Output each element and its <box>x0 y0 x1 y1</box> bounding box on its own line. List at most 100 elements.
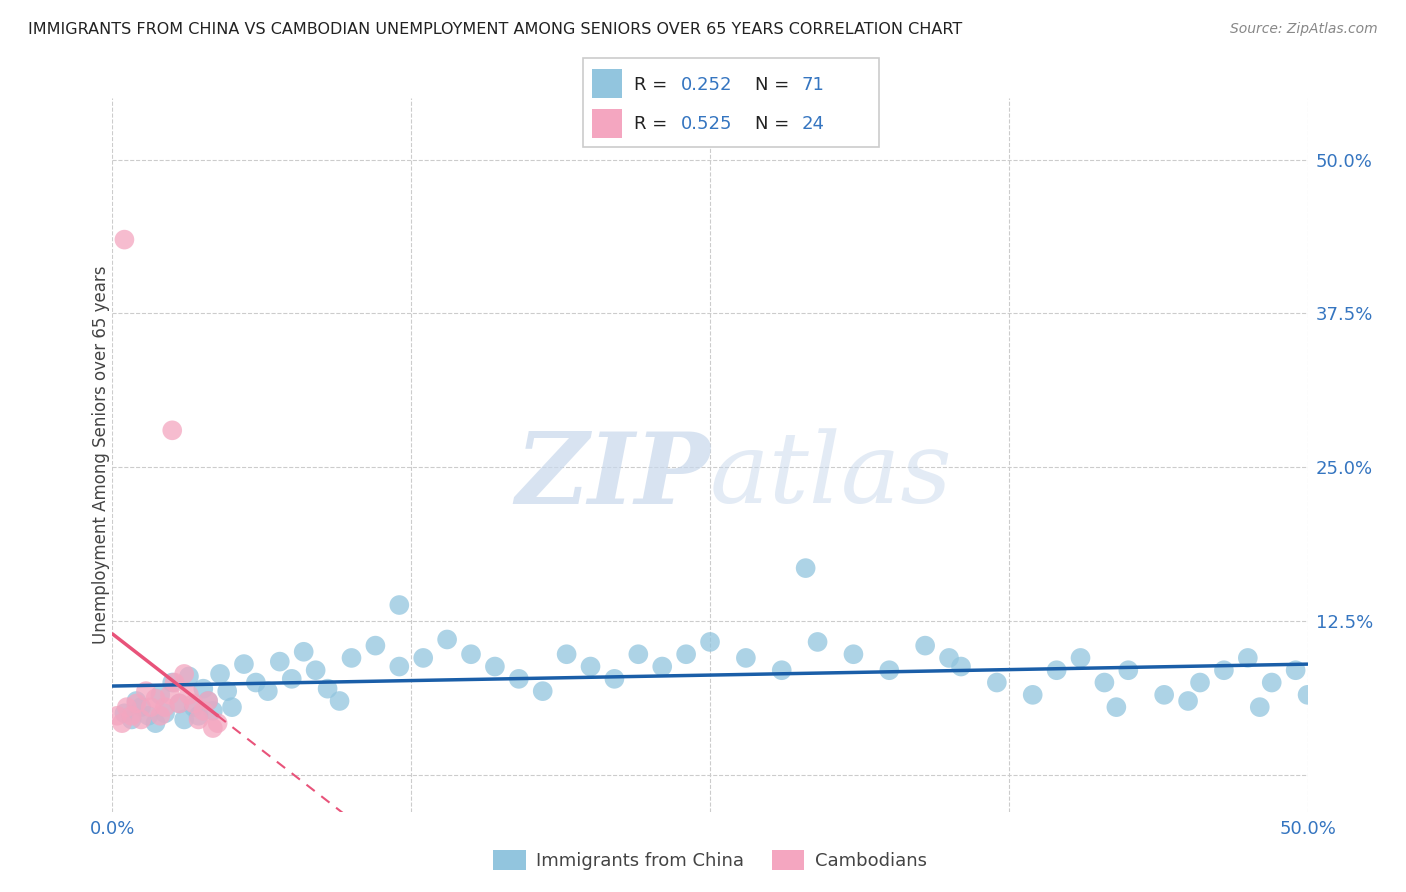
Point <box>627 647 650 661</box>
Point <box>1189 675 1212 690</box>
Point <box>1212 663 1236 677</box>
Point <box>187 713 209 727</box>
Point <box>699 635 721 649</box>
Point <box>221 700 243 714</box>
Point <box>145 716 167 731</box>
Point <box>1105 700 1128 714</box>
Point <box>1116 663 1139 677</box>
Point <box>115 700 138 714</box>
Point <box>807 635 830 649</box>
Point <box>1069 651 1091 665</box>
Point <box>1237 651 1260 665</box>
Point <box>139 700 162 714</box>
Point <box>111 716 134 731</box>
Point <box>388 598 411 612</box>
Point <box>183 697 205 711</box>
Bar <box>592 69 621 98</box>
Text: 24: 24 <box>801 115 825 133</box>
Point <box>159 688 181 702</box>
Point <box>183 700 205 714</box>
Point <box>949 659 972 673</box>
Point <box>735 651 758 665</box>
Text: R =: R = <box>634 115 672 133</box>
Point <box>245 675 267 690</box>
Point <box>138 708 160 723</box>
Point <box>197 694 219 708</box>
Point <box>145 691 167 706</box>
Point <box>281 672 304 686</box>
Point <box>508 672 530 686</box>
Point <box>269 655 291 669</box>
Point <box>1177 694 1199 708</box>
Text: N =: N = <box>755 76 794 94</box>
Point <box>105 708 128 723</box>
Point <box>149 708 172 723</box>
Point <box>675 647 697 661</box>
Point <box>173 713 195 727</box>
Point <box>114 233 135 247</box>
Point <box>173 667 195 681</box>
Point <box>914 639 936 653</box>
Y-axis label: Unemployment Among Seniors over 65 years: Unemployment Among Seniors over 65 years <box>93 266 110 644</box>
Text: R =: R = <box>634 76 672 94</box>
Point <box>193 704 215 718</box>
Point <box>162 675 183 690</box>
Point <box>388 659 411 673</box>
FancyBboxPatch shape <box>583 58 879 147</box>
Point <box>193 681 215 696</box>
Point <box>217 684 239 698</box>
Point <box>163 675 186 690</box>
Point <box>579 659 602 673</box>
Point <box>292 645 315 659</box>
Point <box>1285 663 1308 677</box>
Point <box>603 672 626 686</box>
Point <box>340 651 363 665</box>
Text: 0.525: 0.525 <box>681 115 733 133</box>
Point <box>135 684 157 698</box>
Point <box>1153 688 1175 702</box>
Point <box>412 651 434 665</box>
Text: IMMIGRANTS FROM CHINA VS CAMBODIAN UNEMPLOYMENT AMONG SENIORS OVER 65 YEARS CORR: IMMIGRANTS FROM CHINA VS CAMBODIAN UNEMP… <box>28 22 962 37</box>
Point <box>794 561 817 575</box>
Point <box>316 681 339 696</box>
Point <box>125 697 148 711</box>
Point <box>1260 675 1282 690</box>
Text: N =: N = <box>755 115 794 133</box>
Point <box>169 697 191 711</box>
Point <box>436 632 458 647</box>
Point <box>651 659 673 673</box>
Text: 0.252: 0.252 <box>681 76 733 94</box>
Bar <box>592 109 621 138</box>
Point <box>129 700 152 714</box>
Point <box>197 694 219 708</box>
Point <box>877 663 900 677</box>
Point <box>1249 700 1271 714</box>
Point <box>187 708 209 723</box>
Point <box>1045 663 1069 677</box>
Point <box>129 713 152 727</box>
Point <box>153 706 176 721</box>
Point <box>364 639 387 653</box>
Point <box>842 647 865 661</box>
Point <box>121 713 143 727</box>
Point <box>114 706 135 721</box>
Point <box>208 667 231 681</box>
Point <box>149 688 172 702</box>
Point <box>555 647 578 661</box>
Point <box>460 647 482 661</box>
Point <box>207 716 229 731</box>
Text: ZIP: ZIP <box>515 428 710 524</box>
Point <box>162 423 183 437</box>
Point <box>257 684 280 698</box>
Point <box>531 684 554 698</box>
Point <box>121 708 143 723</box>
Point <box>201 704 224 718</box>
Text: Source: ZipAtlas.com: Source: ZipAtlas.com <box>1230 22 1378 37</box>
Point <box>153 700 176 714</box>
Point <box>1092 675 1115 690</box>
Point <box>125 694 148 708</box>
Point <box>169 697 191 711</box>
Point <box>201 721 224 735</box>
Point <box>304 663 326 677</box>
Point <box>770 663 793 677</box>
